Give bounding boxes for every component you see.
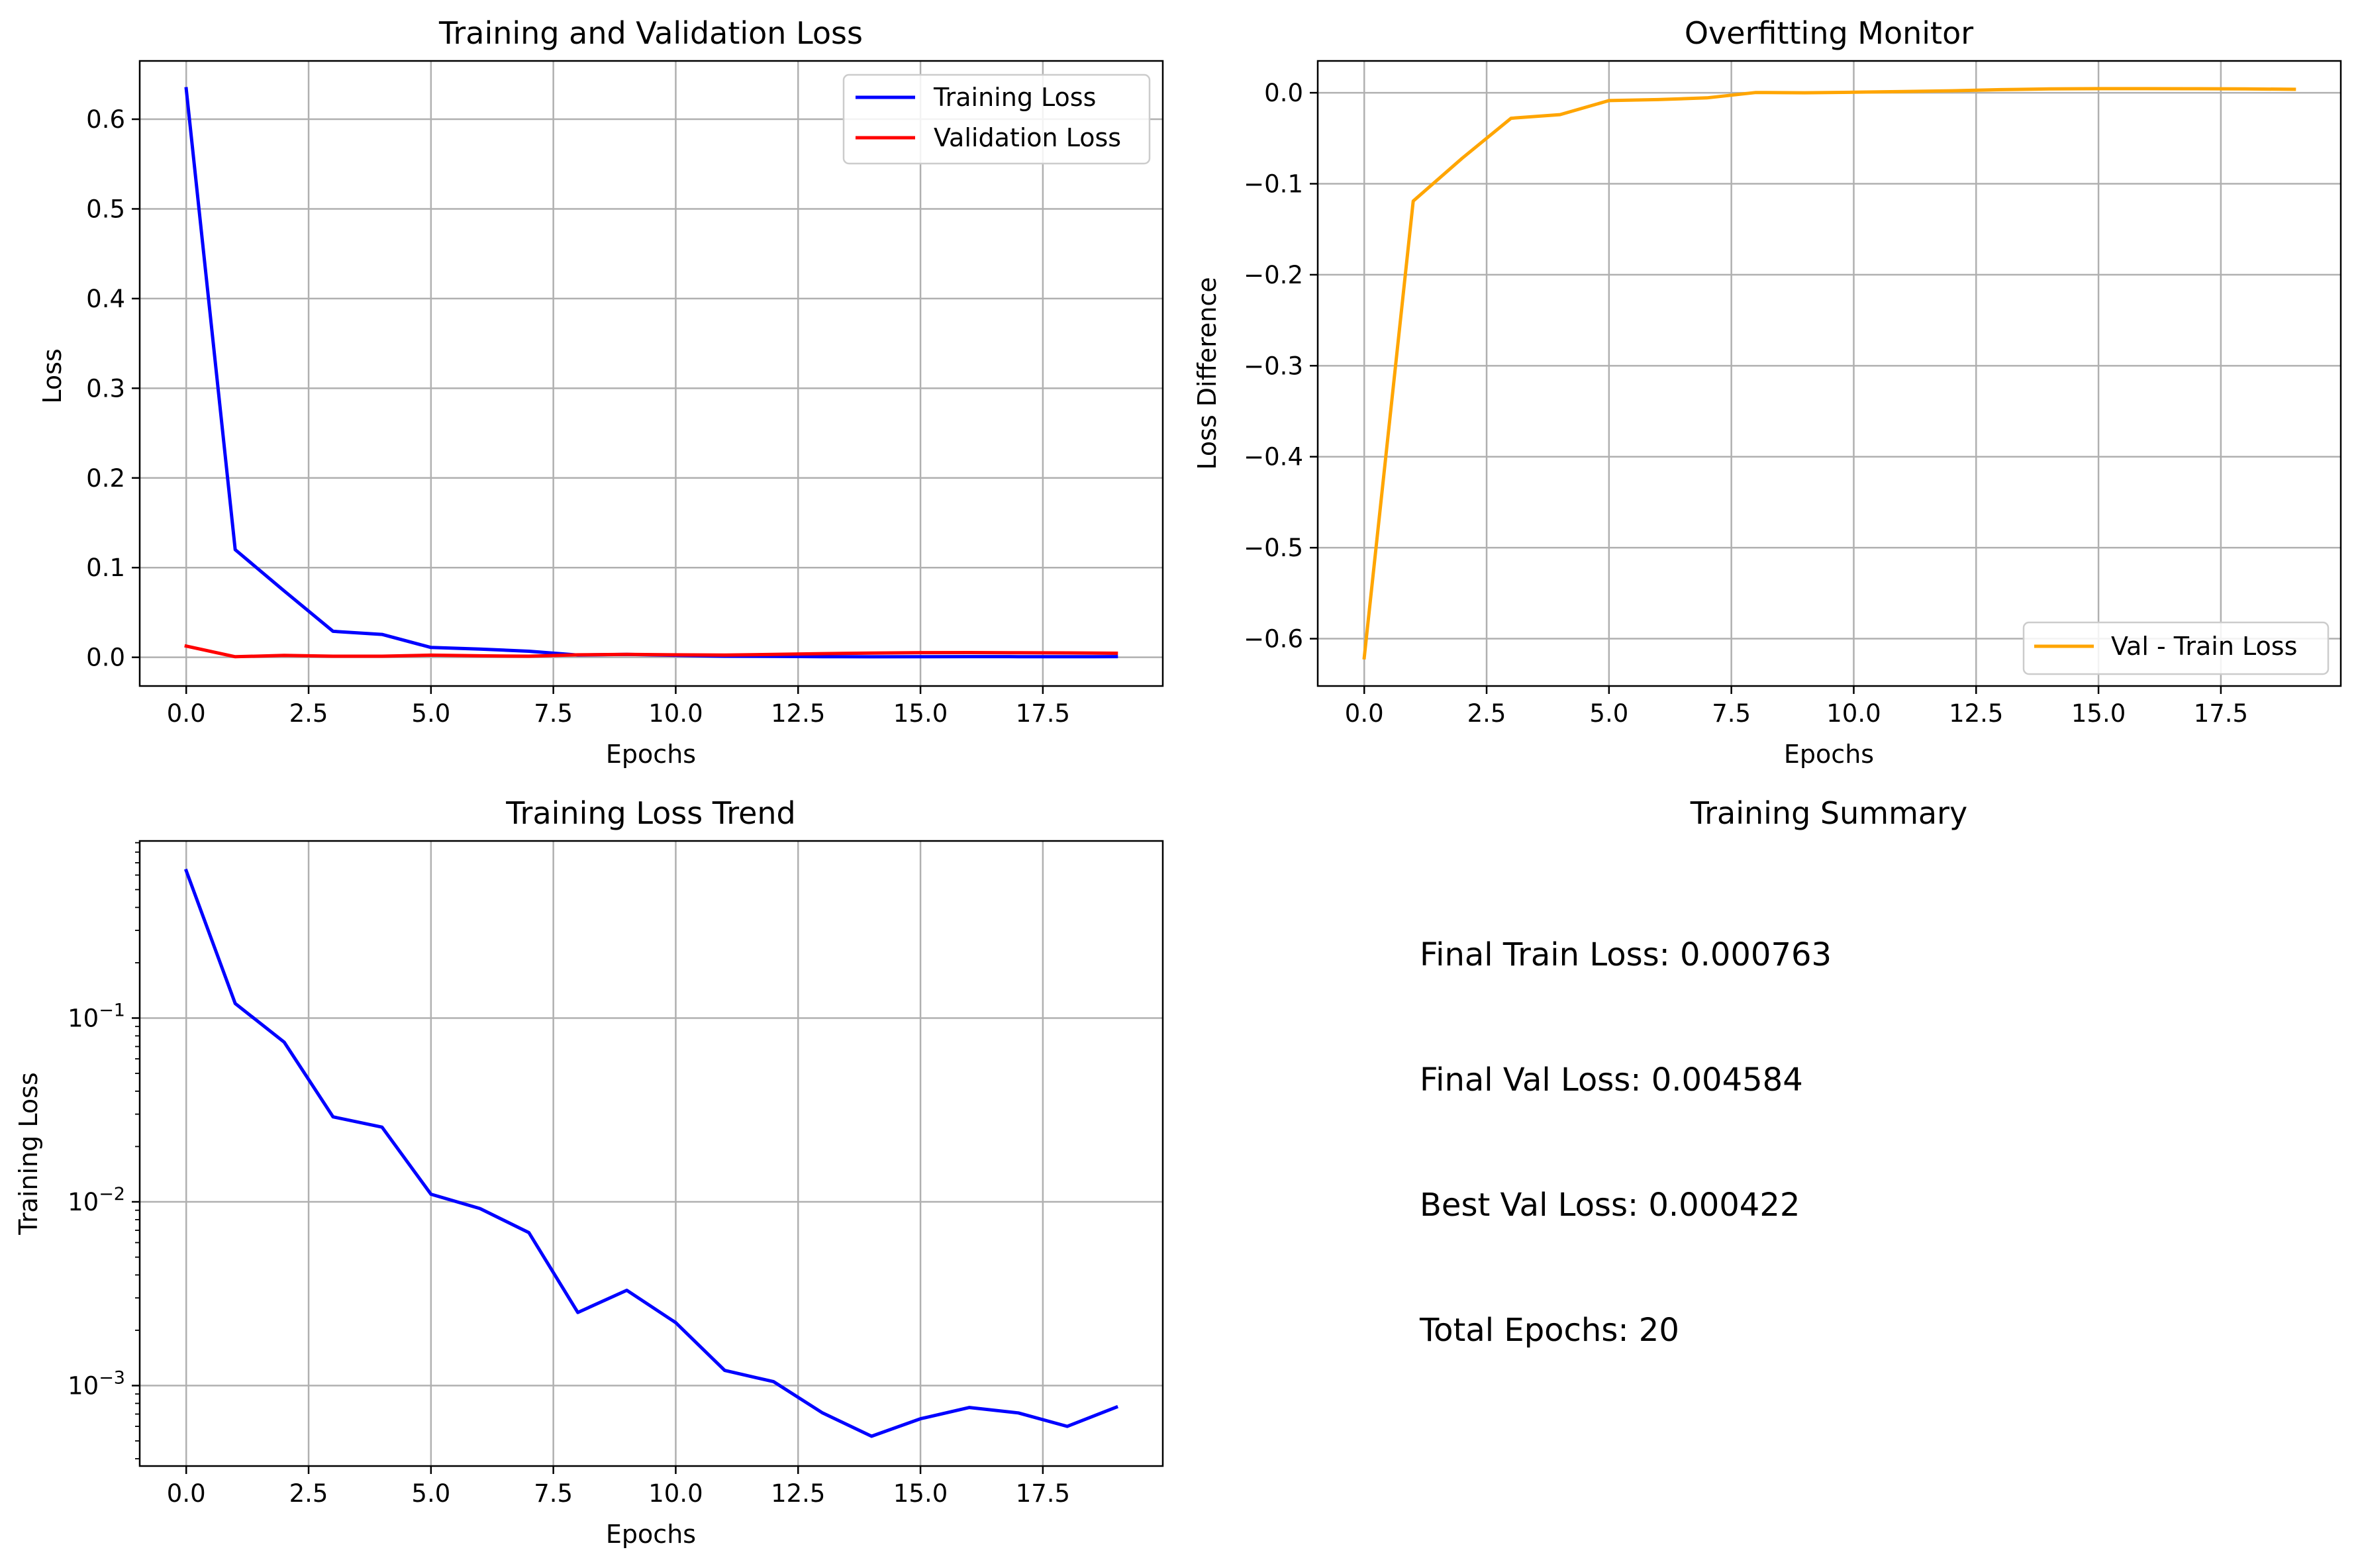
trend-chart-minor-ticks <box>135 842 140 1459</box>
loss-chart: Training and Validation Loss 0.0 2.5 5.0 7.… <box>38 15 1164 769</box>
overfit-chart-legend: Val - Train Loss <box>2022 621 2330 675</box>
summary-title: Training Summary <box>1690 795 1967 831</box>
trend-chart-grid <box>140 841 1163 1466</box>
y-tick-label: 0.0 <box>1264 79 1303 107</box>
x-tick-label: 5.0 <box>411 699 450 728</box>
x-tick-label: 2.5 <box>289 699 328 728</box>
trend-chart: Training Loss Trend 0.0 2.5 5.0 7.5 10.0 12.5… <box>14 795 1164 1549</box>
overfit-chart-grid <box>1318 61 2341 686</box>
y-tick-label: −0.4 <box>1244 443 1303 471</box>
loss-chart-ylabel: Loss <box>38 348 67 403</box>
loss-chart-xlabel: Epochs <box>606 740 696 769</box>
summary-final-val-loss: Final Val Loss: 0.004584 <box>1420 1061 1803 1099</box>
overfit-chart-xlabel: Epochs <box>1784 740 1874 769</box>
y-tick-label: 10−2 <box>68 1184 125 1216</box>
trend-chart-yticks: 10−1 10−2 10−3 <box>68 1000 140 1400</box>
x-tick-label: 0.0 <box>167 1479 206 1508</box>
overfit-chart-frame <box>1316 60 2342 687</box>
overfit-legend-box <box>2022 621 2330 675</box>
x-tick-label: 12.5 <box>771 1479 825 1508</box>
x-tick-label: 7.5 <box>534 699 573 728</box>
y-tick-label: −0.6 <box>1244 625 1303 654</box>
overfit-chart: Overfitting Monitor 0.0 2.5 5.0 7.5 10.0 12.5… <box>1193 15 2342 769</box>
x-tick-label: 10.0 <box>648 699 703 728</box>
overfit-chart-title: Overfitting Monitor <box>1685 15 1973 51</box>
x-tick-label: 17.5 <box>1016 1479 1070 1508</box>
summary-final-train-loss: Final Train Loss: 0.000763 <box>1420 936 1832 973</box>
overfit-legend-label: Val - Train Loss <box>2111 632 2297 661</box>
x-tick-label: 12.5 <box>771 699 825 728</box>
x-tick-label: 17.5 <box>2194 699 2248 728</box>
x-tick-label: 15.0 <box>893 1479 948 1508</box>
y-tick-label: 10−1 <box>68 1000 125 1032</box>
y-tick-label: 0.5 <box>86 195 125 223</box>
trend-chart-frame <box>138 840 1164 1467</box>
trend-chart-xticks: 0.0 2.5 5.0 7.5 10.0 12.5 15.0 17.5 <box>167 1466 1070 1508</box>
training-summary: Training Summary Final Train Loss: 0.000… <box>1419 795 1967 1349</box>
overfit-series-line-0 <box>1362 87 2296 660</box>
loss-chart-title: Training and Validation Loss <box>438 15 863 51</box>
trend-chart-ylabel: Training Loss <box>14 1072 43 1235</box>
y-tick-label: 0.1 <box>86 554 125 582</box>
y-tick-label: −0.5 <box>1244 534 1303 562</box>
loss-legend-label-train: Training Loss <box>933 83 1096 112</box>
loss-legend-box <box>842 74 1151 165</box>
x-tick-label: 0.0 <box>167 699 206 728</box>
loss-chart-yticks: 0.0 0.1 0.2 0.3 0.4 0.5 0.6 <box>86 105 140 672</box>
trend-series-line-0 <box>183 868 1119 1438</box>
overfit-chart-yticks: 0.0 −0.1 −0.2 −0.3 −0.4 −0.5 −0.6 <box>1244 79 1318 654</box>
trend-chart-lines <box>183 868 1119 1438</box>
loss-legend-label-val: Validation Loss <box>934 123 1121 152</box>
trend-chart-xlabel: Epochs <box>606 1520 696 1549</box>
x-tick-label: 12.5 <box>1949 699 2003 728</box>
loss-series-line-1 <box>184 644 1118 659</box>
loss-chart-grid <box>140 61 1163 686</box>
y-tick-label: 0.6 <box>86 105 125 134</box>
x-tick-label: 2.5 <box>289 1479 328 1508</box>
x-tick-label: 5.0 <box>1589 699 1628 728</box>
overfit-chart-ylabel: Loss Difference <box>1193 277 1222 469</box>
y-tick-label: 10−3 <box>68 1368 125 1400</box>
x-tick-label: 2.5 <box>1467 699 1506 728</box>
x-tick-label: 15.0 <box>893 699 948 728</box>
loss-chart-frame <box>138 60 1164 687</box>
y-tick-label: −0.2 <box>1244 261 1303 289</box>
x-tick-label: 7.5 <box>534 1479 573 1508</box>
overfit-chart-xticks: 0.0 2.5 5.0 7.5 10.0 12.5 15.0 17.5 <box>1345 686 2248 728</box>
y-tick-label: 0.4 <box>86 285 125 313</box>
x-tick-label: 5.0 <box>411 1479 450 1508</box>
x-tick-label: 17.5 <box>1016 699 1070 728</box>
trend-chart-title: Training Loss Trend <box>505 795 796 831</box>
loss-chart-xticks: 0.0 2.5 5.0 7.5 10.0 12.5 15.0 17.5 <box>167 686 1070 728</box>
loss-series-line-0 <box>184 87 1118 659</box>
x-tick-label: 10.0 <box>1826 699 1881 728</box>
x-tick-label: 7.5 <box>1712 699 1751 728</box>
y-tick-label: 0.0 <box>86 644 125 672</box>
x-tick-label: 10.0 <box>648 1479 703 1508</box>
overfit-chart-lines <box>1362 87 2296 660</box>
x-tick-label: 15.0 <box>2071 699 2126 728</box>
y-tick-label: −0.1 <box>1244 170 1303 199</box>
y-tick-label: 0.2 <box>86 464 125 493</box>
loss-chart-lines <box>184 87 1118 659</box>
summary-best-val-loss: Best Val Loss: 0.000422 <box>1420 1187 1800 1224</box>
y-tick-label: −0.3 <box>1244 352 1303 380</box>
x-tick-label: 0.0 <box>1345 699 1384 728</box>
summary-total-epochs: Total Epochs: 20 <box>1419 1312 1679 1349</box>
y-tick-label: 0.3 <box>86 374 125 403</box>
loss-chart-legend: Training Loss Validation Loss <box>842 74 1151 165</box>
